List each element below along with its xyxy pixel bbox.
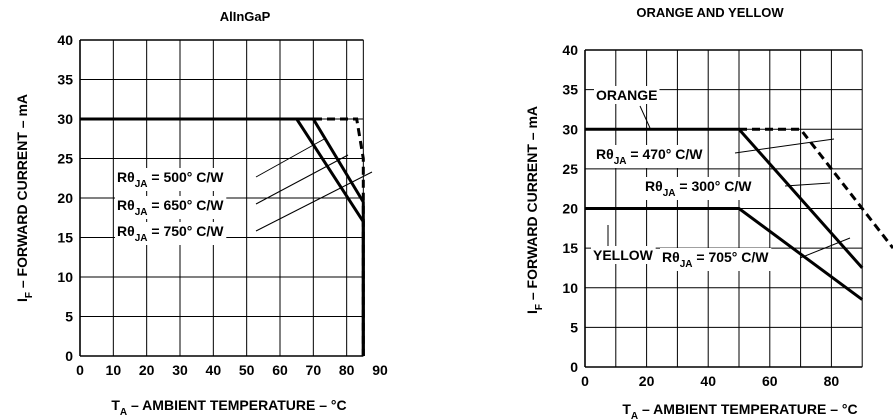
series-annotation: RθJA = 650° C/W (117, 197, 224, 218)
x-tick-label: 40 (206, 362, 222, 378)
y-tick-label: 20 (57, 190, 73, 206)
x-axis-label: TA – AMBIENT TEMPERATURE – °C (622, 401, 857, 420)
series-annotation: RθJA = 705° C/W (662, 249, 769, 270)
x-tick-label: 20 (139, 362, 155, 378)
series-annotation: RθJA = 750° C/W (117, 223, 224, 244)
x-tick-label: 50 (239, 362, 255, 378)
series-line-3 (80, 117, 365, 356)
x-tick-label: 0 (581, 373, 589, 389)
label-leader (639, 105, 651, 129)
y-tick-label: 30 (57, 111, 73, 127)
y-tick-label: 10 (562, 280, 578, 296)
annotation-leader (255, 154, 349, 205)
y-tick-label: 0 (65, 348, 73, 364)
annotation-leader (734, 138, 835, 154)
y-tick-label: 5 (65, 309, 73, 325)
series-line-3 (585, 207, 864, 301)
x-tick-label: 60 (272, 362, 288, 378)
annotation-leader (255, 171, 373, 232)
series-annotation: RθJA = 300° C/W (645, 178, 752, 199)
chart-title: ORANGE AND YELLOW (636, 5, 784, 20)
y-tick-label: 15 (562, 240, 578, 256)
x-tick-label: 40 (700, 373, 716, 389)
x-tick-label: 10 (106, 362, 122, 378)
x-tick-label: 90 (372, 362, 388, 378)
y-tick-label: 5 (570, 319, 578, 335)
series-annotation: RθJA = 470° C/W (596, 146, 703, 167)
y-tick-label: 40 (57, 32, 73, 48)
y-tick-label: 40 (562, 42, 578, 58)
annotation-background (115, 196, 227, 219)
y-tick-label: 25 (562, 161, 578, 177)
y-tick-label: 25 (57, 151, 73, 167)
annotation-background (660, 248, 772, 271)
label-background (591, 246, 656, 264)
x-tick-label: 30 (172, 362, 188, 378)
y-tick-label: 10 (57, 269, 73, 285)
series-group-label: ORANGE (596, 87, 657, 103)
series-group-label: YELLOW (593, 247, 654, 263)
x-tick-label: 0 (76, 362, 84, 378)
y-axis-label: IF – FORWARD CURRENT – mA (14, 94, 35, 302)
y-tick-label: 35 (562, 82, 578, 98)
label-background (594, 86, 660, 104)
annotation-background (643, 177, 755, 200)
y-axis-label: IF – FORWARD CURRENT – mA (524, 106, 545, 314)
annotation-leader (784, 182, 831, 187)
annotation-leader (255, 137, 327, 178)
annotation-leader (799, 237, 851, 259)
series-line-1 (739, 127, 893, 250)
chart-orange-yellow: ORANGE AND YELLOW 0 5 10 15 20 25 30 35 40 0 20 40 60… (524, 5, 893, 420)
x-tick-label: 80 (339, 362, 355, 378)
x-axis-label: TA – AMBIENT TEMPERATURE – °C (111, 397, 346, 418)
series-annotation: RθJA = 500° C/W (117, 169, 224, 190)
y-tick-label: 20 (562, 201, 578, 217)
y-tick-label: 15 (57, 230, 73, 246)
y-tick-label: 30 (562, 121, 578, 137)
annotation-background (115, 168, 227, 191)
chart-title: AlInGaP (220, 9, 271, 24)
y-tick-label: 35 (57, 72, 73, 88)
x-tick-label: 80 (824, 373, 840, 389)
annotation-background (115, 222, 227, 245)
x-tick-label: 60 (762, 373, 778, 389)
chart-alingap: AlInGaP 0 5 10 15 20 25 30 35 40 0 10 20 30 40 50 60 70 80… (14, 9, 388, 418)
series-line-2 (585, 127, 864, 269)
y-tick-label: 0 (570, 359, 578, 375)
x-tick-label: 20 (639, 373, 655, 389)
annotation-background (594, 145, 706, 168)
x-tick-label: 70 (306, 362, 322, 378)
